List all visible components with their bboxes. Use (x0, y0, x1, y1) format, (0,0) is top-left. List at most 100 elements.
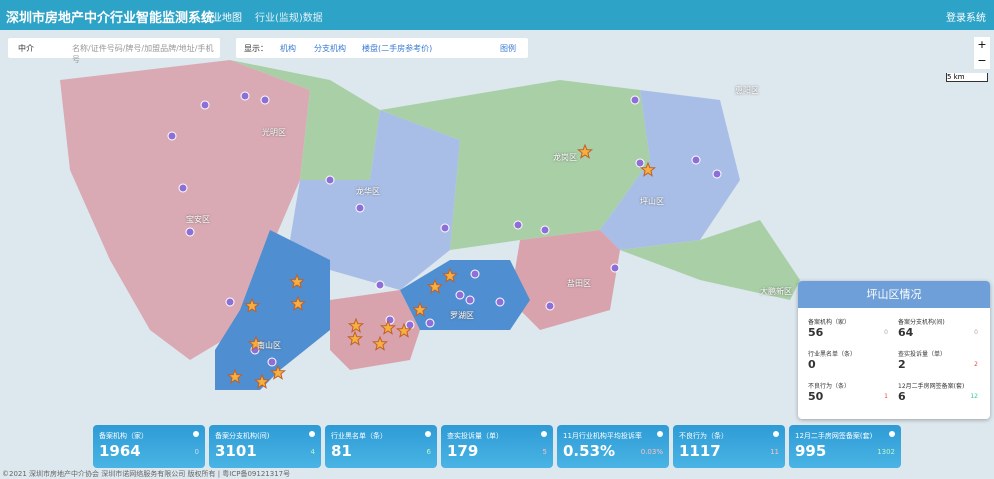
branch-marker[interactable] (261, 96, 269, 104)
branch-marker[interactable] (356, 204, 364, 212)
stat-label: 行业黑名单（条） (808, 349, 856, 358)
card-change: 11 (770, 448, 779, 456)
card-change: 0 (195, 448, 199, 456)
branch-marker[interactable] (636, 159, 644, 167)
zoom-out[interactable]: − (974, 53, 990, 69)
stat-card[interactable]: 行业黑名单（条）816 (325, 425, 437, 468)
nav-link[interactable]: 行业(监规)数据 (255, 9, 323, 24)
district-label: 龙华区 (356, 186, 380, 197)
branch-marker[interactable] (496, 298, 504, 306)
branch-marker[interactable] (241, 92, 249, 100)
search-input[interactable]: 名称/证件号码/牌号/加盟品牌/地址/手机号 (72, 43, 220, 65)
branch-marker[interactable] (441, 224, 449, 232)
stat-label: 不良行为（条） (808, 381, 850, 390)
card-label: 查实投诉量（单） (447, 431, 503, 441)
stat-value: 6 (898, 390, 906, 403)
district-label: 南山区 (257, 340, 281, 351)
toggle[interactable]: 分支机构 (314, 43, 346, 54)
branch-marker[interactable] (268, 358, 276, 366)
zoom-in[interactable]: + (974, 37, 990, 53)
stat-label: 12月二手房网签备案(套) (898, 381, 964, 390)
card-dot (889, 431, 895, 437)
card-value: 179 (447, 442, 478, 460)
district-label: 坪山区 (640, 196, 664, 207)
card-value: 1964 (99, 442, 141, 460)
card-value: 1117 (679, 442, 721, 460)
stat-label: 查实投诉量（单） (898, 349, 946, 358)
toggle[interactable]: 机构 (280, 43, 296, 54)
branch-marker[interactable] (201, 101, 209, 109)
branch-marker[interactable] (168, 132, 176, 140)
card-value: 0.53% (563, 442, 615, 460)
district-label: 大鹏新区 (760, 286, 792, 297)
zoom-control: + − (974, 37, 990, 69)
branch-marker[interactable] (514, 221, 522, 229)
card-label: 11月行业机构平均投诉率 (563, 431, 642, 441)
stat-value: 2 (898, 358, 906, 371)
stat-value: 50 (808, 390, 823, 403)
card-change: 5 (543, 448, 547, 456)
header: 深圳市房地产中介行业智能监测系统 行业地图 行业(监规)数据 登录系统 (0, 0, 994, 30)
card-value: 3101 (215, 442, 257, 460)
stat-change: 0 (866, 329, 888, 336)
card-label: 备案分支机构(间) (215, 431, 269, 441)
branch-marker[interactable] (466, 296, 474, 304)
nav-link[interactable]: 行业地图 (202, 9, 242, 24)
card-dot (541, 431, 547, 437)
login-link[interactable]: 登录系统 (946, 9, 986, 24)
toggle[interactable]: 楼盘(二手房参考价) (362, 43, 432, 54)
panel-title: 坪山区情况 (798, 281, 990, 308)
branch-marker[interactable] (713, 170, 721, 178)
branch-marker[interactable] (471, 270, 479, 278)
branch-marker[interactable] (546, 302, 554, 310)
district-panel: 坪山区情况 备案机构（家）560备案分支机构(间)640行业黑名单（条）0查实投… (798, 281, 990, 419)
stat-label: 备案机构（家） (808, 317, 850, 326)
stat-card[interactable]: 备案分支机构(间)3101 4 (209, 425, 321, 468)
branch-marker[interactable] (456, 291, 464, 299)
card-change: 4 (311, 448, 315, 456)
branch-marker[interactable] (406, 321, 414, 329)
card-label: 12月二手房网签备案(套) (795, 431, 872, 441)
stat-value: 56 (808, 326, 823, 339)
card-change: 1302 (877, 448, 895, 456)
scale-bar: 5 km (946, 73, 988, 82)
branch-marker[interactable] (631, 96, 639, 104)
card-label: 不良行为（条） (679, 431, 728, 441)
card-dot (773, 431, 779, 437)
card-value: 81 (331, 442, 352, 460)
district-label: 光明区 (262, 127, 286, 138)
stat-card[interactable]: 不良行为（条）1117 11 (673, 425, 785, 468)
branch-marker[interactable] (179, 184, 187, 192)
stat-change: 0 (956, 329, 978, 336)
stat-change: 2 (956, 361, 978, 368)
stat-card[interactable]: 11月行业机构平均投诉率0.53% 0.03% (557, 425, 669, 468)
district-label: 龙岗区 (553, 152, 577, 163)
card-dot (193, 431, 199, 437)
card-label: 备案机构（家） (99, 431, 148, 441)
branch-marker[interactable] (541, 226, 549, 234)
card-change: 6 (427, 448, 431, 456)
stat-card[interactable]: 12月二手房网签备案(套)995 1302 (789, 425, 901, 468)
search-type[interactable]: 中介 (18, 43, 34, 54)
stat-card[interactable]: 备案机构（家）1964 0 (93, 425, 205, 468)
branch-marker[interactable] (326, 176, 334, 184)
branch-marker[interactable] (426, 319, 434, 327)
display-label: 显示： (244, 43, 268, 54)
stat-label: 备案分支机构(间) (898, 317, 945, 326)
search-box[interactable]: 中介 名称/证件号码/牌号/加盟品牌/地址/手机号 (8, 38, 220, 58)
district-label: 盐田区 (567, 278, 591, 289)
branch-marker[interactable] (186, 228, 194, 236)
stat-card[interactable]: 查实投诉量（单）179 5 (441, 425, 553, 468)
branch-marker[interactable] (611, 264, 619, 272)
branch-marker[interactable] (376, 281, 384, 289)
legend-button[interactable]: 图例 (500, 43, 516, 54)
branch-marker[interactable] (692, 156, 700, 164)
card-change: 0.03% (641, 448, 663, 456)
card-value: 995 (795, 442, 826, 460)
app-title: 深圳市房地产中介行业智能监测系统 (6, 7, 214, 26)
card-dot (309, 431, 315, 437)
branch-marker[interactable] (226, 298, 234, 306)
card-dot (425, 431, 431, 437)
card-dot (657, 431, 663, 437)
